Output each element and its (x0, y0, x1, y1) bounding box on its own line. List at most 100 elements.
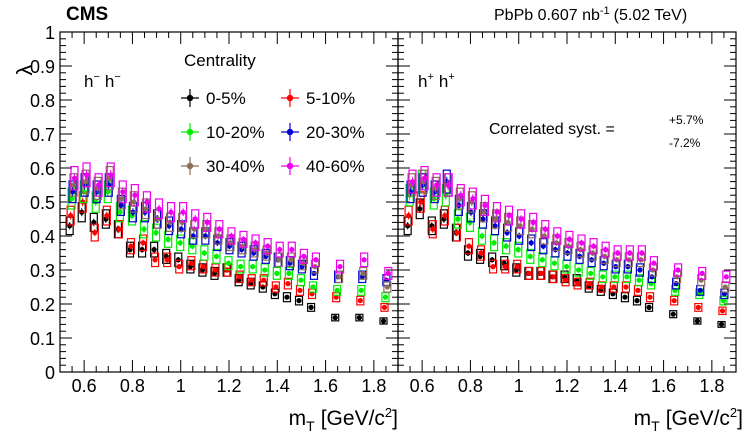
data-point (646, 304, 652, 310)
sys-box (311, 252, 321, 268)
data-point (634, 298, 640, 304)
sys-box (294, 295, 304, 306)
data-point (201, 250, 207, 256)
sys-box (427, 216, 436, 236)
data-point (240, 236, 247, 242)
data-point (719, 308, 726, 314)
sys-box (186, 259, 195, 274)
data-point (670, 311, 676, 317)
sys-box (718, 306, 727, 316)
data-point (551, 260, 558, 266)
data-point (538, 270, 545, 276)
data-point (697, 287, 703, 293)
sys-box (284, 266, 293, 280)
sys-box (93, 176, 102, 201)
sys-box (299, 248, 308, 264)
sys-box (215, 220, 224, 239)
legend-entry-label: 30-40% (206, 157, 265, 176)
sys-box (188, 238, 197, 255)
left-label-c2: − (114, 71, 120, 83)
sys-box (669, 310, 678, 319)
sys-box (613, 245, 622, 261)
data-point (564, 250, 571, 256)
data-point (152, 257, 158, 263)
legend-marker (186, 94, 194, 102)
data-point (313, 257, 319, 263)
data-point (623, 284, 629, 290)
right-label-h2: h (439, 72, 448, 91)
sys-box (500, 256, 509, 271)
y-tick-label: 1 (45, 23, 55, 43)
data-point (575, 281, 581, 287)
legend-entry-label: 20-30% (306, 123, 365, 142)
data-point (116, 226, 122, 232)
energy-text: (5.02 TeV) (614, 7, 688, 24)
sys-box (561, 274, 570, 287)
sys-box (719, 295, 728, 306)
sys-box (236, 259, 245, 274)
sys-box (247, 274, 256, 287)
data-point (262, 267, 268, 273)
data-point (179, 219, 185, 225)
data-point (639, 250, 645, 256)
data-point (492, 223, 498, 229)
xlabel-sub-r: T (651, 418, 660, 434)
x-tick-label: 0.8 (458, 376, 483, 396)
sys-box (464, 238, 474, 255)
sys-box (456, 183, 465, 207)
data-point (698, 277, 704, 283)
data-point (627, 250, 633, 256)
sys-box (106, 162, 115, 188)
data-point (228, 233, 235, 239)
sys-box (455, 187, 464, 210)
legend-entry-label: 40-60% (306, 157, 365, 176)
sys-box (359, 266, 368, 280)
data-point (356, 315, 362, 321)
data-point (143, 206, 149, 212)
xlabel-unit-close: ] (392, 407, 398, 430)
data-point (277, 247, 283, 253)
sys-box (68, 180, 77, 204)
data-point (265, 243, 271, 249)
sys-box (383, 281, 392, 293)
sys-box (198, 263, 207, 277)
data-point (674, 274, 680, 280)
sys-box (224, 256, 233, 271)
sys-box (589, 238, 598, 255)
sys-box (212, 248, 221, 264)
data-point (144, 199, 150, 205)
correlated-syst-minus: -7.2% (669, 136, 701, 150)
data-point (421, 175, 428, 181)
data-point (82, 179, 89, 185)
data-point (518, 216, 524, 222)
data-point (587, 281, 593, 287)
sys-box (416, 191, 425, 213)
sys-box (227, 227, 236, 245)
sys-box (70, 165, 79, 191)
data-point (575, 267, 582, 273)
data-point (333, 294, 339, 300)
sys-box (130, 183, 139, 207)
data-point (264, 250, 270, 256)
y-tick-label: 0.1 (30, 329, 55, 349)
xlabel-main: m (289, 407, 307, 430)
data-point (517, 223, 523, 229)
data-point (470, 196, 476, 202)
data-point (301, 253, 307, 259)
sys-box (585, 277, 594, 290)
data-point (151, 247, 157, 253)
y-tick-label: 0.6 (30, 159, 55, 179)
data-point (167, 219, 173, 225)
sys-box (407, 173, 416, 197)
sys-box (649, 256, 659, 271)
data-point (361, 257, 367, 263)
data-point (530, 219, 536, 225)
marks-layer (65, 162, 731, 328)
sys-box (116, 194, 125, 216)
data-point (68, 213, 74, 219)
sys-box (670, 295, 679, 306)
sys-box (334, 270, 344, 284)
data-point (615, 250, 621, 256)
sys-box (151, 223, 161, 242)
